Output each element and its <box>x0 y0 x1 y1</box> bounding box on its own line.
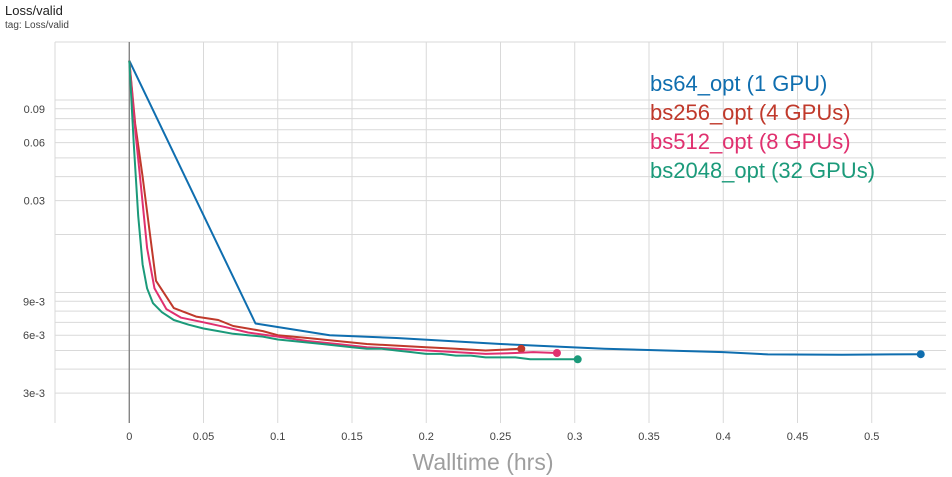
x-tick-label: 0.3 <box>567 431 582 443</box>
series-line-3 <box>128 60 578 361</box>
x-tick-label: 0.5 <box>864 431 879 443</box>
x-tick-label: 0.4 <box>716 431 731 443</box>
chart-tag: tag: Loss/valid <box>5 20 69 31</box>
legend: bs64_opt (1 GPU) bs256_opt (4 GPUs) bs512_… <box>650 71 875 183</box>
grid <box>54 41 946 423</box>
tick-labels: 0 0.05 0.1 0.15 0.2 0.25 0.3 0.35 0.4 0.45 0.5 0.09… <box>23 104 879 443</box>
x-tick-label: 0 <box>126 431 132 443</box>
legend-entry: bs2048_opt (32 GPUs) <box>650 158 875 183</box>
series-end-point-3 <box>573 355 582 364</box>
x-tick-label: 0.2 <box>419 431 434 443</box>
series-end-point-1 <box>517 344 526 353</box>
y-tick-label: 0.06 <box>24 138 45 150</box>
x-tick-label: 0.25 <box>490 431 511 443</box>
y-tick-label: 6e-3 <box>23 330 45 342</box>
x-tick-label: 0.05 <box>193 431 214 443</box>
y-tick-label: 0.09 <box>24 104 45 116</box>
legend-entry: bs64_opt (1 GPU) <box>650 71 827 96</box>
series-end-point-0 <box>916 350 925 359</box>
x-tick-label: 0.15 <box>341 431 362 443</box>
series-end-point-2 <box>552 349 561 358</box>
x-tick-label: 0.35 <box>638 431 659 443</box>
series-line-1 <box>128 60 522 352</box>
x-tick-label: 0.45 <box>787 431 808 443</box>
legend-entry: bs256_opt (4 GPUs) <box>650 100 851 125</box>
y-tick-label: 9e-3 <box>23 296 45 308</box>
y-tick-label: 0.03 <box>24 196 45 208</box>
chart-title: Loss/valid <box>5 3 63 18</box>
series-lines <box>128 60 925 364</box>
x-tick-label: 0.1 <box>270 431 285 443</box>
y-tick-label: 3e-3 <box>23 388 45 400</box>
x-axis-label: Walltime (hrs) <box>413 449 554 475</box>
series-line-0 <box>128 60 921 356</box>
legend-entry: bs512_opt (8 GPUs) <box>650 129 851 154</box>
series-line-2 <box>128 60 557 355</box>
